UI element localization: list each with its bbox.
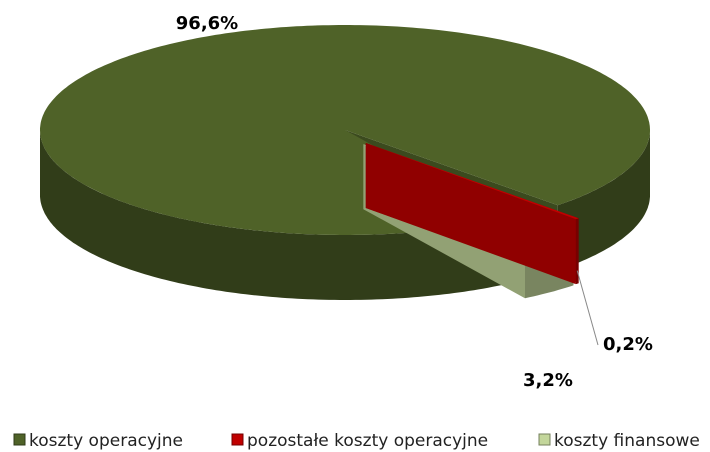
slice	[365, 143, 579, 285]
leader-line	[576, 270, 599, 346]
data-label: 96,6%	[176, 13, 238, 34]
slice-top	[40, 25, 650, 235]
legend-swatch	[538, 433, 551, 446]
slice-top	[365, 143, 579, 220]
slice-radial-face	[365, 143, 576, 285]
data-label: 3,2%	[523, 370, 573, 391]
slice-side	[40, 130, 507, 300]
legend-label: pozostałe koszty operacyjne	[247, 431, 488, 451]
legend-swatch	[13, 433, 26, 446]
legend-label: koszty finansowe	[554, 431, 700, 451]
data-label: 0,2%	[603, 334, 653, 355]
legend-label: koszty operacyjne	[29, 431, 183, 451]
slice-side	[557, 130, 650, 271]
slice-side	[575, 218, 579, 285]
legend-swatch	[231, 433, 244, 446]
